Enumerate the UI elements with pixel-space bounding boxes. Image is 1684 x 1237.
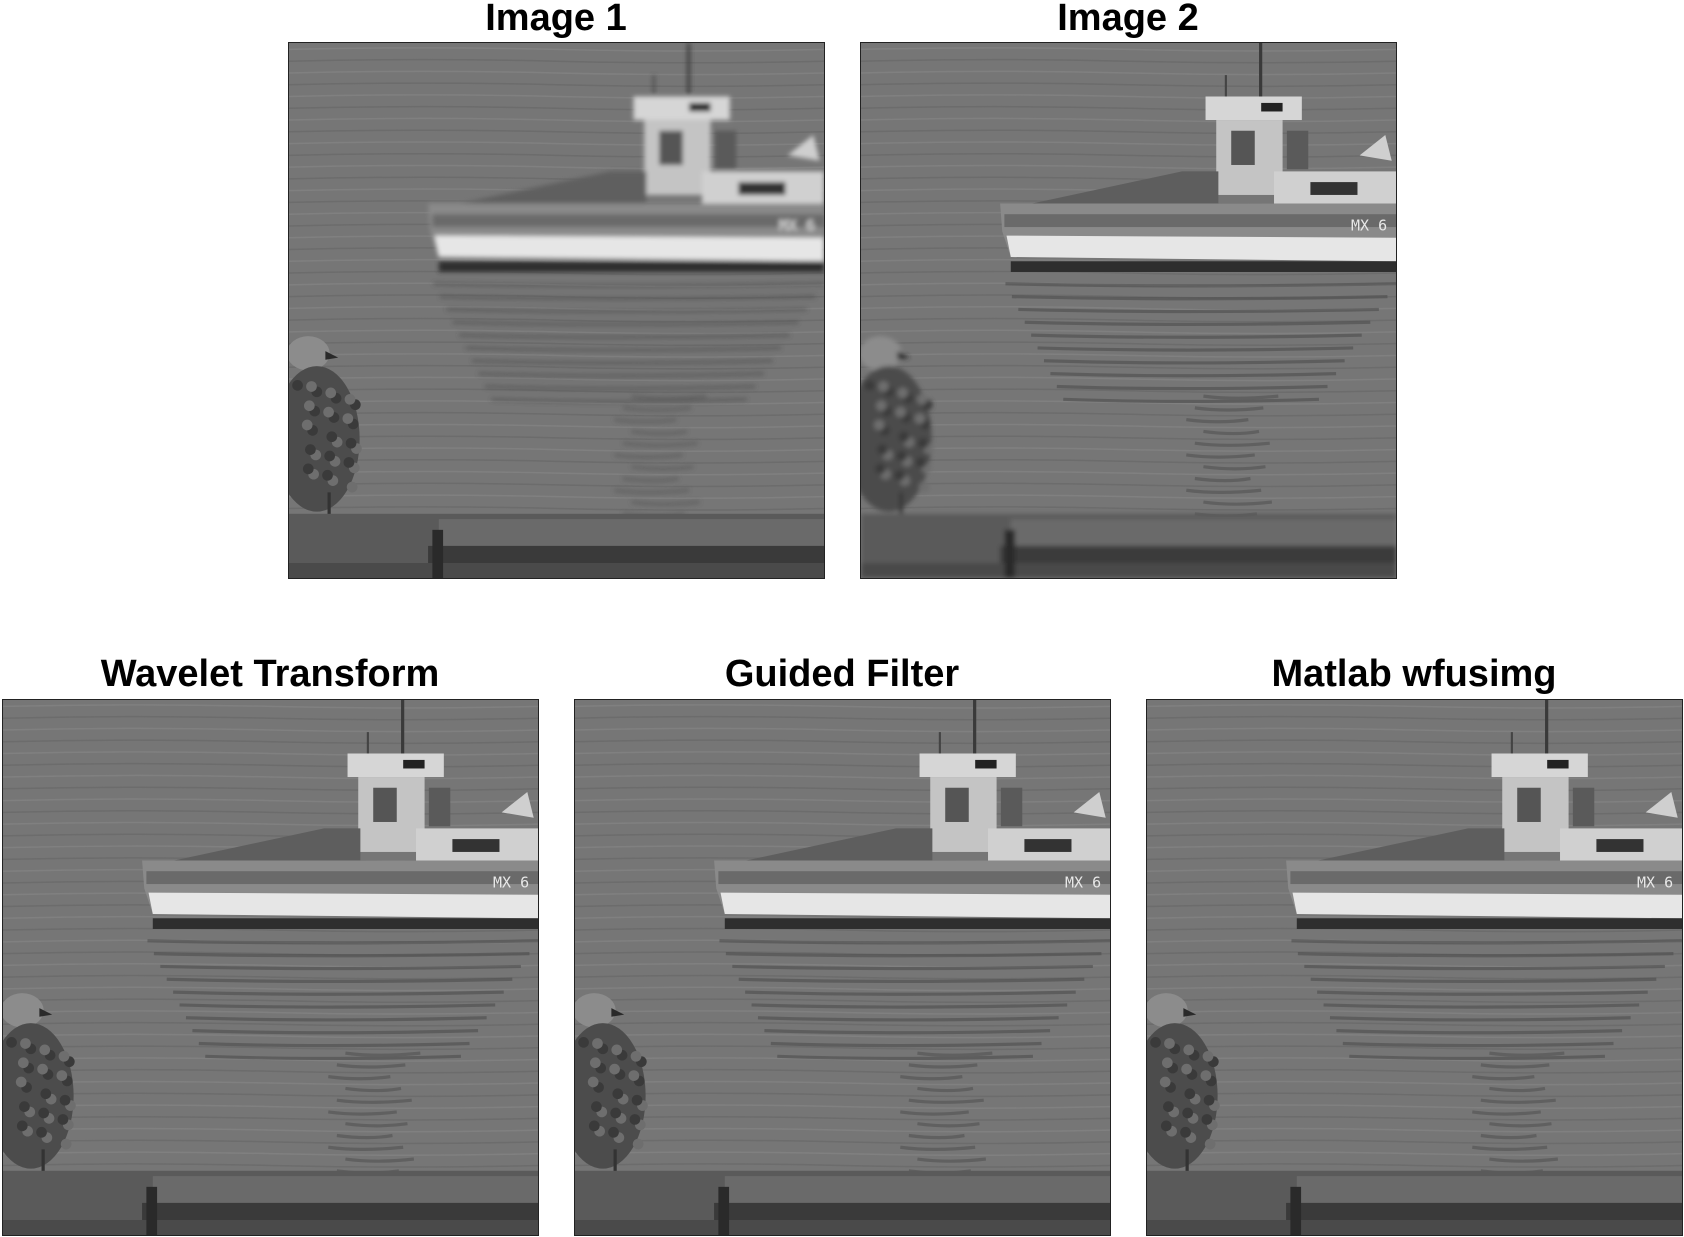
boat-registration-text: MX 6 xyxy=(1351,216,1387,234)
title-matlab-wfusimg: Matlab wfusimg xyxy=(1271,653,1557,695)
boat-registration-text: MX 6 xyxy=(1637,873,1673,891)
scene-image: MX 6 xyxy=(575,700,1110,1235)
panel-wavelet-transform: MX 6 xyxy=(2,699,539,1236)
boat: MX 6 xyxy=(1000,43,1396,530)
title-image-1: Image 1 xyxy=(485,0,627,39)
scene-image: MX 6 xyxy=(861,43,1396,578)
boat: MX 6 xyxy=(142,700,538,1187)
boat-registration-text: MX 6 xyxy=(1065,873,1101,891)
foreground-gull-and-ledge xyxy=(1147,993,1682,1235)
panel-guided-filter: MX 6 xyxy=(574,699,1111,1236)
title-image-2: Image 2 xyxy=(1057,0,1199,39)
panel-image-2: MX 6 xyxy=(860,42,1397,579)
title-wavelet-transform: Wavelet Transform xyxy=(100,653,440,695)
scene-image: MX 6 xyxy=(289,43,824,578)
scene-image: MX 6 xyxy=(3,700,538,1235)
foreground-gull-and-ledge xyxy=(861,336,1396,578)
boat: MX 6 xyxy=(1286,700,1682,1187)
scene-image: MX 6 xyxy=(1147,700,1682,1235)
foreground-gull-and-ledge xyxy=(575,993,1110,1235)
boat: MX 6 xyxy=(428,43,824,530)
title-guided-filter: Guided Filter xyxy=(724,653,960,695)
panel-matlab-wfusimg: MX 6 xyxy=(1146,699,1683,1236)
foreground-gull-and-ledge xyxy=(289,336,824,578)
foreground-gull-and-ledge xyxy=(3,993,538,1235)
boat-registration-text: MX 6 xyxy=(493,873,529,891)
boat-registration-text: MX 6 xyxy=(779,216,815,234)
panel-image-1: MX 6 xyxy=(288,42,825,579)
